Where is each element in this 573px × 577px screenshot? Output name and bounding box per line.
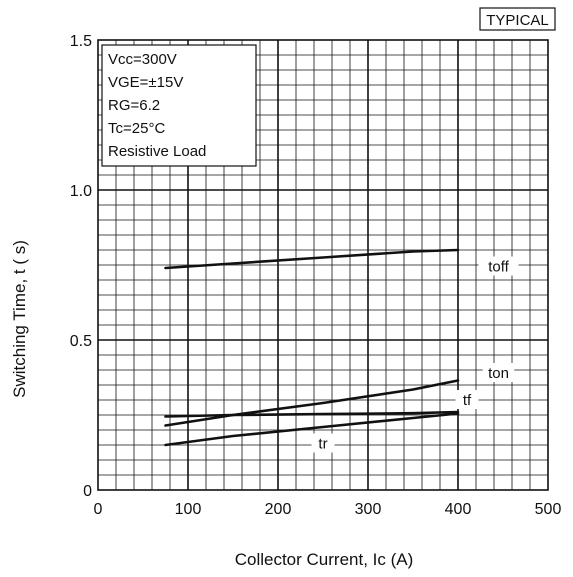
y-tick-label: 0.5 [70, 333, 92, 350]
x-tick-label: 500 [535, 501, 562, 518]
x-tick-label: 400 [445, 501, 472, 518]
y-tick-label: 1.5 [70, 33, 92, 50]
x-tick-label: 200 [265, 501, 292, 518]
series-label-ton: ton [488, 365, 509, 382]
plot-border [97, 39, 549, 491]
series-line-toff [164, 248, 460, 270]
series-label-bg-tf [455, 390, 479, 409]
y-axis-title: Switching Time, t ( s) [10, 240, 29, 398]
conditions-box: Vcc=300V VGE=±15V RG=6.2 Tc=25°C Resisti… [101, 44, 257, 167]
typical-badge-text: TYPICAL [486, 12, 549, 29]
y-tick-label: 1.0 [70, 183, 92, 200]
condition-load: Resistive Load [108, 143, 206, 160]
typical-badge: TYPICAL [479, 7, 556, 31]
series-label-bg-tr [311, 433, 335, 453]
x-axis-title: Collector Current, Ic (A) [235, 550, 414, 569]
series-label-tf: tf [463, 392, 472, 409]
series-line-tr [164, 412, 460, 447]
tick-labels: 0 100 200 300 400 500 0 0.5 1.0 1.5 [70, 33, 562, 518]
y-tick-label: 0 [83, 483, 92, 500]
series-label-tr: tr [318, 436, 327, 453]
series-label-toff: toff [488, 259, 509, 276]
x-tick-label: 100 [175, 501, 202, 518]
condition-rg: RG=6.2 [108, 97, 160, 114]
series-label-bg-ton [482, 363, 515, 382]
x-tick-label: 0 [94, 501, 103, 518]
x-tick-label: 300 [355, 501, 382, 518]
condition-tc: Tc=25°C [108, 120, 165, 137]
series-line-tf [164, 410, 460, 418]
series-label-bg-toff [478, 256, 519, 276]
plot-frame [97, 39, 549, 491]
series-line-ton [164, 379, 460, 427]
condition-vcc: Vcc=300V [108, 51, 177, 68]
condition-vge: VGE=±15V [108, 74, 183, 91]
